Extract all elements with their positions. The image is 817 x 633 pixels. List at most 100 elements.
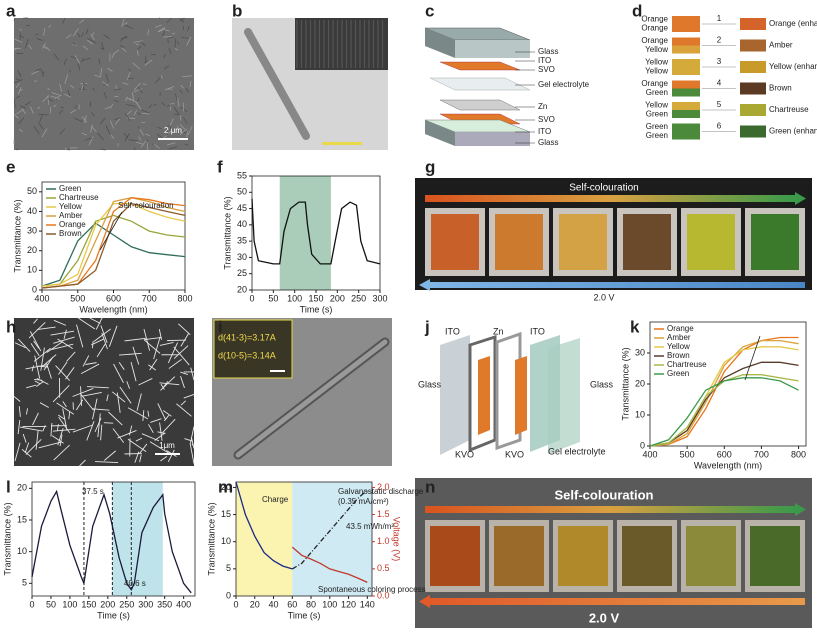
fiber	[15, 96, 20, 99]
y2-axis-label: Voltage (V)	[392, 517, 402, 562]
fiber	[80, 57, 85, 63]
fiber	[160, 75, 163, 79]
step-number: 6	[717, 122, 722, 131]
fiber	[72, 42, 76, 46]
legend-label: Brown	[667, 351, 690, 360]
fiber	[37, 106, 41, 110]
y-tick-label: 0	[640, 440, 645, 450]
swatch	[740, 18, 766, 30]
fiber	[167, 130, 173, 134]
shaded-region	[112, 482, 163, 596]
fiber	[98, 58, 101, 65]
needle	[25, 364, 47, 370]
fiber	[91, 112, 95, 117]
fiber	[20, 105, 27, 109]
fiber	[163, 65, 170, 70]
part-label: Gel electrolyte	[548, 446, 606, 456]
texture	[13, 317, 195, 467]
part-label: Glass	[418, 379, 442, 389]
needle	[112, 428, 125, 443]
swatch	[672, 88, 700, 97]
x-tick-label: 150	[308, 293, 323, 303]
fiber	[177, 97, 180, 108]
fiber	[167, 39, 169, 44]
colour-name: Orange	[641, 15, 668, 24]
y2-tick-label: 2.0	[377, 482, 390, 492]
swatch	[740, 61, 766, 73]
x-tick-label: 350	[157, 599, 172, 609]
swatch	[672, 59, 700, 67]
fiber	[137, 45, 142, 50]
fiber	[70, 55, 77, 60]
colour-name: Green	[646, 110, 668, 119]
fiber	[24, 39, 29, 49]
needle	[158, 329, 162, 340]
series-line	[291, 546, 368, 583]
y-tick-label: 0	[226, 590, 231, 600]
colour-name: Yellow	[645, 67, 668, 76]
series-line	[649, 377, 799, 447]
fiber	[173, 107, 180, 115]
shaded-region	[236, 482, 293, 596]
x-axis-label: Wavelength (nm)	[79, 304, 147, 314]
needle	[127, 407, 149, 420]
x-tick-label: 40	[269, 599, 279, 609]
series-line	[649, 361, 799, 447]
y-tick-label: 30	[27, 225, 37, 235]
fiber	[165, 85, 175, 91]
needle	[82, 355, 90, 367]
x-tick-label: 250	[351, 293, 366, 303]
arrow	[99, 211, 123, 251]
fiber	[182, 75, 192, 78]
nanorod	[244, 28, 310, 140]
needle	[59, 434, 63, 447]
annotation: (0.35 mA/cm²)	[338, 497, 389, 506]
needle	[28, 322, 46, 339]
fiber	[65, 34, 72, 39]
fiber	[51, 92, 60, 96]
fiber	[105, 125, 111, 135]
result-name: Green (enhanced)	[769, 127, 817, 136]
fiber	[168, 48, 172, 54]
fiber	[187, 25, 190, 32]
fiber	[138, 136, 142, 141]
fiber	[83, 115, 87, 124]
y-axis-label: Transmittance (%)	[222, 196, 232, 269]
fiber	[104, 106, 111, 110]
panel-label: l	[6, 477, 11, 496]
fiber	[81, 84, 84, 91]
needle	[190, 367, 195, 381]
needle	[149, 441, 170, 454]
needle	[42, 425, 46, 432]
needle	[142, 410, 145, 421]
layer-label: SVO	[538, 115, 555, 124]
fiber	[59, 128, 66, 135]
y-tick-label: 5	[22, 578, 27, 588]
needle	[80, 363, 100, 375]
needle	[75, 399, 84, 411]
fiber	[15, 148, 19, 151]
fiber	[169, 118, 174, 127]
y-tick-label: 45	[237, 203, 247, 213]
fiber	[31, 70, 39, 75]
step-number: 5	[717, 100, 722, 109]
needle	[180, 371, 188, 376]
fiber	[114, 88, 122, 91]
panel-label: a	[6, 1, 16, 20]
fiber	[84, 137, 93, 141]
fiber	[82, 45, 89, 50]
needle	[38, 441, 62, 449]
part-label: ITO	[445, 326, 460, 336]
fiber	[126, 97, 132, 101]
fiber	[133, 88, 143, 93]
fiber	[14, 38, 23, 43]
swatch	[672, 110, 700, 118]
panel-label: j	[424, 317, 430, 336]
needle	[57, 338, 73, 350]
fiber	[128, 139, 138, 142]
fiber	[168, 146, 178, 150]
fiber	[183, 117, 188, 124]
fiber	[47, 98, 54, 102]
needle	[63, 329, 67, 339]
needle	[154, 432, 166, 441]
